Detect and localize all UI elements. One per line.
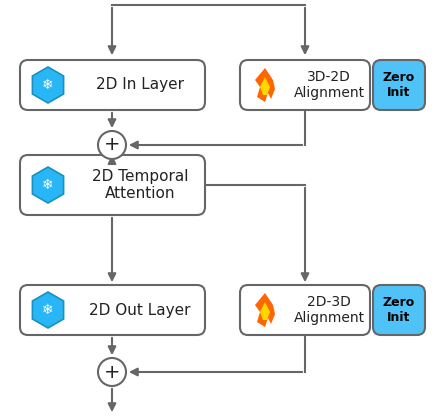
- Text: ❄: ❄: [42, 78, 54, 92]
- Circle shape: [98, 131, 126, 159]
- Text: +: +: [104, 136, 120, 155]
- Text: 2D In Layer: 2D In Layer: [96, 78, 184, 92]
- Text: ❄: ❄: [42, 178, 54, 192]
- Polygon shape: [255, 68, 275, 102]
- Text: +: +: [104, 362, 120, 381]
- Text: 2D Temporal
Attention: 2D Temporal Attention: [92, 169, 188, 201]
- FancyBboxPatch shape: [20, 285, 205, 335]
- Text: Zero
Init: Zero Init: [383, 71, 415, 99]
- Text: 3D-2D
Alignment: 3D-2D Alignment: [293, 70, 364, 100]
- FancyBboxPatch shape: [20, 60, 205, 110]
- FancyBboxPatch shape: [373, 285, 425, 335]
- FancyBboxPatch shape: [20, 155, 205, 215]
- Polygon shape: [260, 77, 270, 95]
- Polygon shape: [255, 293, 275, 327]
- Circle shape: [98, 358, 126, 386]
- Text: Zero
Init: Zero Init: [383, 296, 415, 324]
- FancyBboxPatch shape: [240, 285, 370, 335]
- FancyBboxPatch shape: [373, 60, 425, 110]
- Text: 2D-3D
Alignment: 2D-3D Alignment: [293, 295, 364, 325]
- FancyBboxPatch shape: [240, 60, 370, 110]
- Text: ❄: ❄: [42, 303, 54, 317]
- Text: 2D Out Layer: 2D Out Layer: [89, 302, 191, 318]
- Polygon shape: [260, 302, 270, 320]
